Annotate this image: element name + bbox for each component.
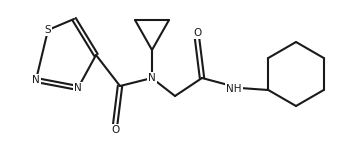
Text: N: N [148, 73, 156, 83]
Text: NH: NH [226, 84, 242, 94]
Text: O: O [111, 125, 119, 135]
Text: N: N [74, 83, 82, 93]
Text: S: S [45, 25, 51, 35]
Text: N: N [32, 75, 40, 85]
Text: O: O [193, 28, 201, 38]
